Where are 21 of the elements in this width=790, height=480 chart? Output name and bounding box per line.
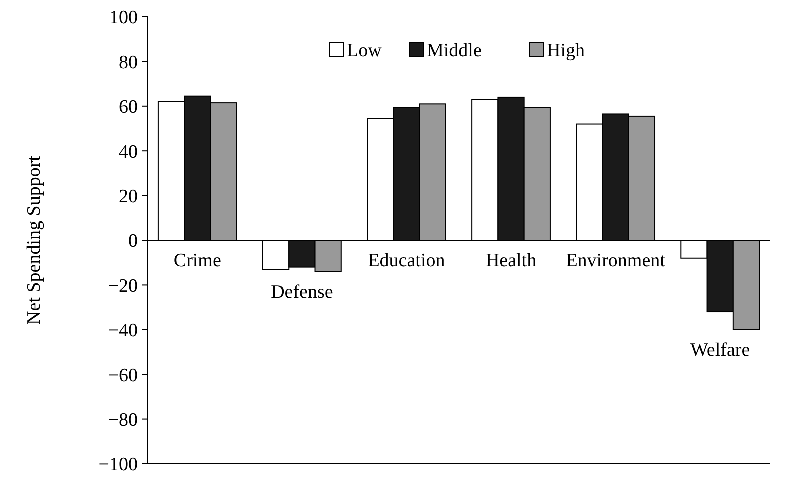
- x-tick-label: Welfare: [690, 340, 750, 361]
- x-tick-label: Crime: [174, 250, 222, 272]
- y-tick-label: 40: [119, 142, 138, 163]
- y-tick-label: 0: [128, 231, 138, 252]
- y-tick-label: 60: [119, 97, 138, 118]
- x-tick-label: Defense: [271, 282, 334, 303]
- legend-label: High: [547, 40, 586, 62]
- legend-label: Low: [347, 40, 382, 62]
- y-tick-label: 80: [119, 52, 138, 74]
- x-tick-label: Education: [368, 250, 446, 272]
- y-tick-label: −100: [98, 454, 138, 476]
- y-tick-label: 20: [119, 186, 138, 208]
- y-tick-label: −80: [108, 410, 138, 431]
- y-tick-label: −40: [108, 320, 138, 342]
- y-tick-label: 100: [110, 8, 138, 29]
- x-tick-label: Health: [486, 250, 538, 272]
- y-tick-label: −60: [108, 365, 138, 386]
- y-tick-label: −20: [108, 276, 138, 297]
- legend-label: Middle: [427, 40, 482, 62]
- x-tick-label: Environment: [566, 250, 666, 272]
- y-axis-title: Net Spending Support: [24, 155, 45, 325]
